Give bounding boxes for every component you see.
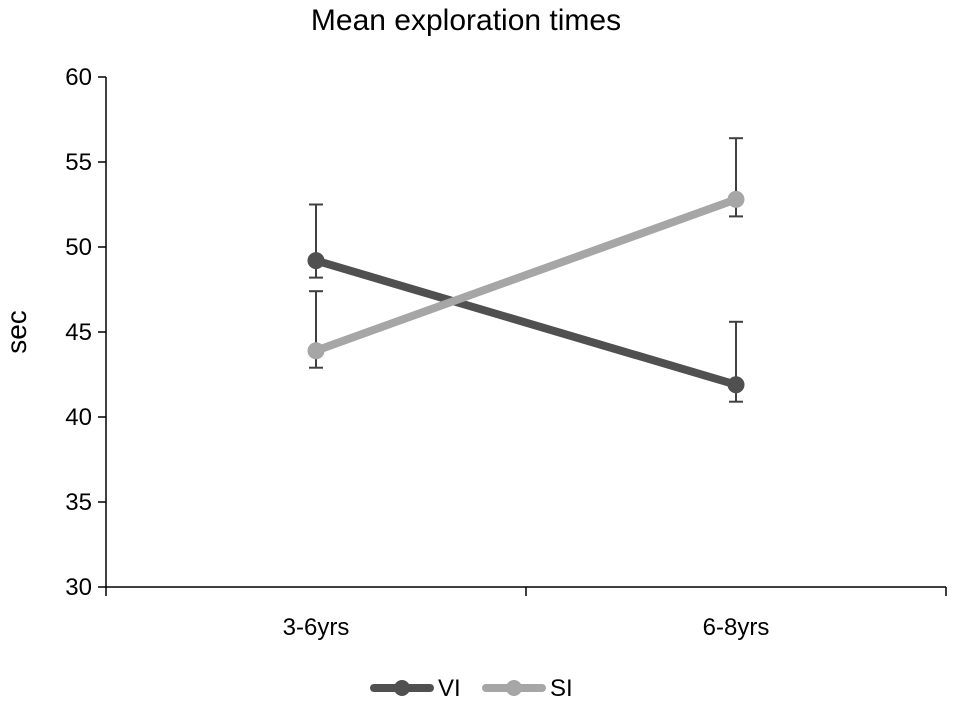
legend-label: SI bbox=[550, 675, 573, 702]
y-tick-label: 35 bbox=[65, 489, 92, 516]
x-tick-label: 3-6yrs bbox=[283, 614, 350, 641]
data-point-vi bbox=[307, 252, 325, 270]
chart-title: Mean exploration times bbox=[311, 4, 621, 37]
legend-item-vi: VI bbox=[370, 675, 461, 702]
data-point-vi bbox=[727, 376, 745, 394]
series-line-vi bbox=[312, 256, 740, 389]
legend-label: VI bbox=[438, 675, 461, 702]
legend: VI SI bbox=[370, 675, 573, 702]
series-layer bbox=[307, 137, 745, 403]
series-vi bbox=[307, 203, 745, 403]
axes: 30 35 40 45 50 55 60 3-6yrs 6-8yrs bbox=[65, 64, 947, 641]
y-tick-label: 30 bbox=[65, 574, 92, 601]
legend-item-si: SI bbox=[482, 675, 573, 702]
legend-marker bbox=[506, 680, 522, 696]
y-tick-label: 55 bbox=[65, 149, 92, 176]
x-tick-label: 6-8yrs bbox=[703, 614, 770, 641]
y-axis-title: sec bbox=[1, 310, 32, 354]
y-tick-label: 60 bbox=[65, 64, 92, 91]
y-tick-label: 50 bbox=[65, 234, 92, 261]
series-line-si bbox=[312, 195, 740, 355]
data-point-si bbox=[307, 342, 325, 360]
y-tick-label: 40 bbox=[65, 404, 92, 431]
legend-marker bbox=[394, 680, 410, 696]
y-tick-label: 45 bbox=[65, 319, 92, 346]
data-point-si bbox=[727, 190, 745, 208]
series-si bbox=[307, 137, 745, 369]
